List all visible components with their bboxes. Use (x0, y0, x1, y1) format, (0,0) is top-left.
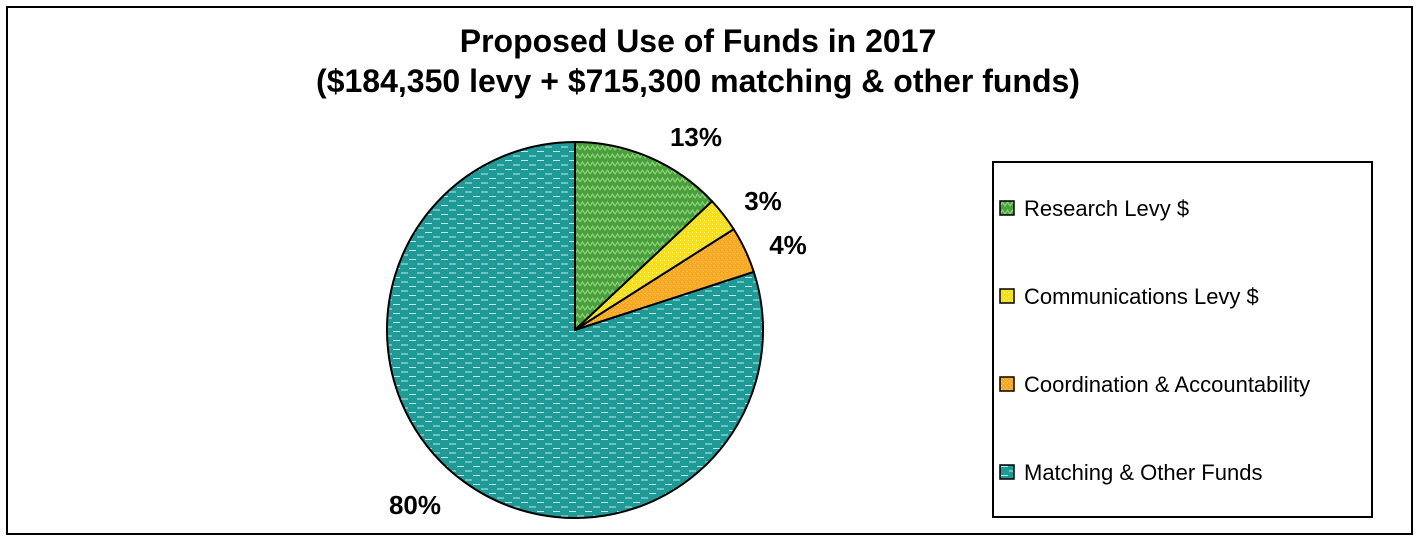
legend-box (992, 161, 1373, 518)
slice-label-1: 13% (670, 122, 722, 152)
pie-labels: 13% 3% 4% 80% (389, 122, 807, 520)
legend-swatch-1 (999, 200, 1015, 216)
chart-title: Proposed Use of Funds in 2017 (460, 23, 937, 59)
pie-slices (386, 140, 764, 519)
slice-label-2: 3% (744, 186, 782, 216)
pie-slice-1 (574, 140, 714, 333)
legend-label-2: Communications Levy $ (1024, 284, 1259, 309)
legend-label-3: Coordination & Accountability (1024, 372, 1310, 397)
pie-slice-4 (386, 140, 764, 519)
legend-swatch-4 (999, 464, 1015, 480)
chart-subtitle: ($184,350 levy + $715,300 matching & oth… (316, 63, 1080, 99)
legend-label-4: Matching & Other Funds (1024, 460, 1262, 485)
slice-label-3: 4% (769, 230, 807, 260)
slice-label-4: 80% (389, 490, 441, 520)
legend-swatch-3 (999, 376, 1015, 392)
legend-swatch-2 (999, 288, 1015, 304)
legend: Research Levy $ Communications Levy $ Coor… (992, 161, 1373, 518)
legend-label-1: Research Levy $ (1024, 196, 1189, 221)
